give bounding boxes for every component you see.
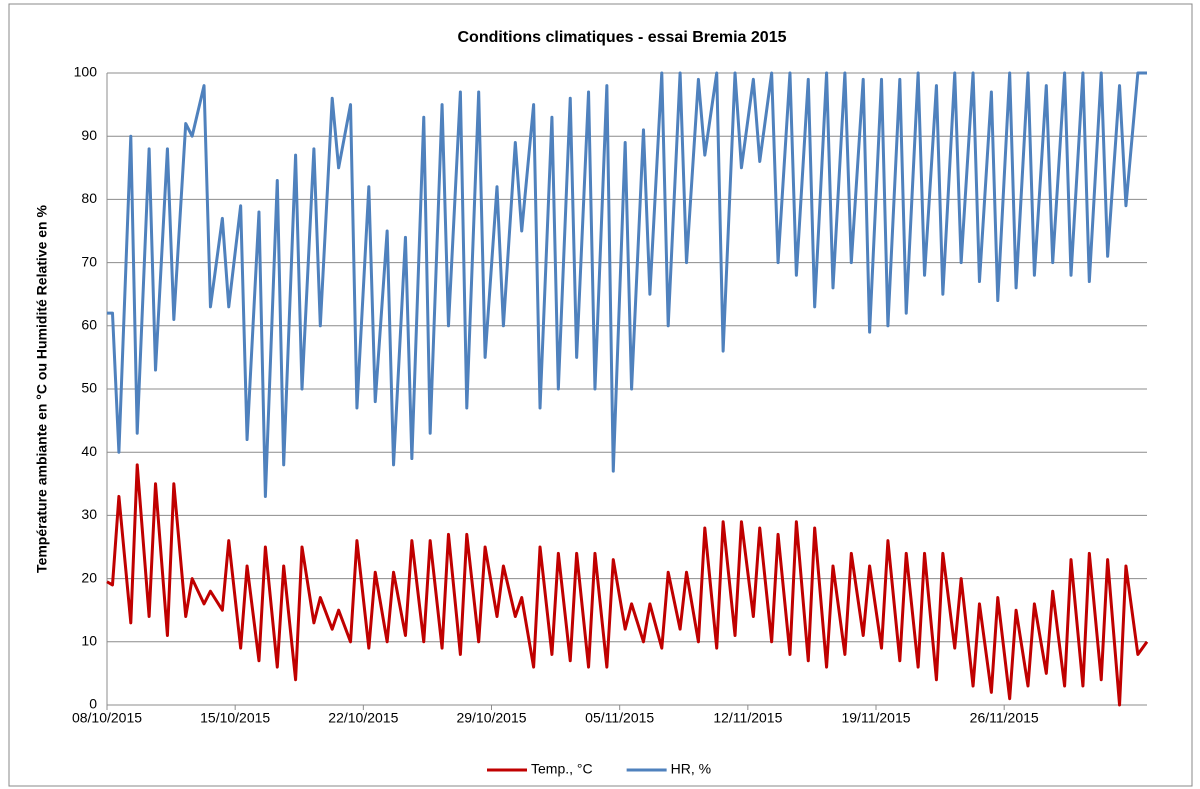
series-line [107, 71, 1147, 498]
chart-border [8, 3, 1193, 787]
y-tick-label: 10 [81, 633, 97, 649]
x-tick-label: 22/10/2015 [328, 710, 398, 726]
x-tick-label: 29/10/2015 [456, 710, 526, 726]
x-tick-label: 08/10/2015 [72, 710, 142, 726]
y-tick-label: 0 [89, 696, 97, 712]
x-tick-label: 15/10/2015 [200, 710, 270, 726]
legend-label: HR, % [671, 761, 711, 777]
legend-label: Temp., °C [531, 761, 593, 777]
x-tick-label: 26/11/2015 [970, 710, 1039, 726]
chart-title: Conditions climatiques - essai Bremia 20… [457, 29, 786, 46]
x-tick-label: 05/11/2015 [585, 710, 654, 726]
y-tick-label: 60 [81, 317, 97, 333]
x-tick-label: 12/11/2015 [713, 710, 782, 726]
y-tick-label: 30 [81, 506, 97, 522]
y-tick-label: 100 [74, 64, 98, 80]
y-tick-label: 90 [81, 127, 97, 143]
series-line [106, 463, 1149, 707]
y-tick-label: 70 [81, 253, 97, 269]
y-tick-label: 40 [81, 443, 97, 459]
y-tick-label: 80 [81, 190, 97, 206]
y-axis-label: Température ambiante en °C ou Humidité R… [34, 205, 50, 573]
x-tick-label: 19/11/2015 [841, 710, 910, 726]
y-tick-label: 50 [81, 380, 97, 396]
y-tick-label: 20 [81, 569, 97, 585]
